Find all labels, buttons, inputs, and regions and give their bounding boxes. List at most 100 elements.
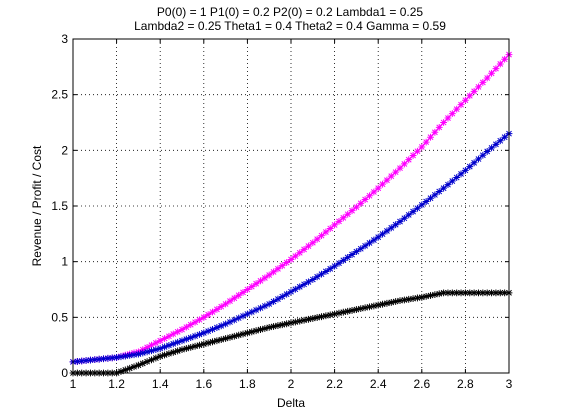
series-point [235,292,242,299]
series-point [493,141,500,148]
y-axis-label: Revenue / Profit / Cost [30,145,44,266]
x-tick-label: 1 [70,377,77,391]
series-point [349,207,356,214]
x-tick-label: 2.6 [413,377,430,391]
series-point [405,212,412,219]
y-tick-label: 2 [61,143,68,157]
x-tick-label: 2.2 [326,377,343,391]
x-tick-label: 2.8 [457,377,474,391]
y-tick-label: 0.5 [51,310,68,324]
series-point [309,239,316,246]
series-point [179,346,186,353]
y-tick-label: 1 [61,255,68,269]
series-point [379,231,386,238]
series-point [366,240,373,247]
series-point [301,246,308,253]
series-point [296,249,303,256]
chart-title-line-2: Lambda2 = 0.25 Theta1 = 0.4 Theta2 = 0.4… [134,19,446,33]
series-point [375,234,382,241]
x-tick-label: 1.2 [108,377,125,391]
series-point [410,208,417,215]
chart-title-line-1: P0(0) = 1 P1(0) = 0.2 P2(0) = 0.2 Lambda… [157,5,423,19]
series-point [200,341,207,348]
series-point [231,333,238,340]
ticks: 1 1.2 1.4 1.6 1.8 2 2.2 2.4 2.6 2.8 300.511.522.53 [51,32,512,391]
series-point [331,222,338,229]
series-point [384,228,391,235]
series-point [488,144,495,151]
x-tick-label: 3 [506,377,513,391]
x-tick-label: 1.4 [152,377,169,391]
series-point [349,251,356,258]
series-point [423,198,430,205]
series-point [336,218,343,225]
series-point [152,346,159,353]
series-point [388,224,395,231]
series-point [418,201,425,208]
series-point [253,280,260,287]
series-point [205,340,212,347]
series-point [187,344,194,351]
series-point [261,275,268,282]
series-point [353,248,360,255]
series-point [279,262,286,269]
series-point [253,327,260,334]
series-point [340,214,347,221]
x-tick-label: 2 [288,377,295,391]
series-1 [70,51,513,365]
y-tick-label: 0 [61,366,68,380]
series-point [327,225,334,232]
series-point [292,253,299,260]
series-point [431,191,438,198]
series-point [458,171,465,178]
series-point [227,298,234,305]
x-tick-label: 1.6 [195,377,212,391]
series-point [370,237,377,244]
series-point [139,350,146,357]
series-point [314,236,321,243]
series-point [501,134,508,141]
series-point [222,301,229,308]
series-point [318,232,325,239]
series-point [397,218,404,225]
series-point [244,330,251,337]
series-point [414,205,421,212]
x-axis-label: Delta [277,396,305,410]
series-point [340,257,347,264]
series-point [427,195,434,202]
series-point [336,260,343,267]
series-point [144,348,151,355]
y-tick-label: 2.5 [51,88,68,102]
series-point [209,338,216,345]
series-point [135,351,142,358]
series-point [305,243,312,250]
series-point [244,286,251,293]
series-point [484,148,491,155]
series-point [270,269,277,276]
series-line [73,293,509,373]
series-point [218,336,225,343]
series-point [240,331,247,338]
series-point [436,188,443,195]
x-tick-label: 1.8 [239,377,256,391]
series-point [344,254,351,261]
series-point [248,283,255,290]
series-point [331,263,338,270]
series-point [440,185,447,192]
series-point [392,221,399,228]
series-point [453,174,460,181]
y-tick-label: 1.5 [51,199,68,213]
series-point [257,277,264,284]
series-point [192,343,199,350]
series-point [449,178,456,185]
series-point [288,256,295,263]
series-point [222,335,229,342]
y-tick-label: 3 [61,32,68,46]
series-point [322,229,329,236]
series-point [357,245,364,252]
series-point [183,345,190,352]
series-point [257,326,264,333]
series-point [275,265,282,272]
